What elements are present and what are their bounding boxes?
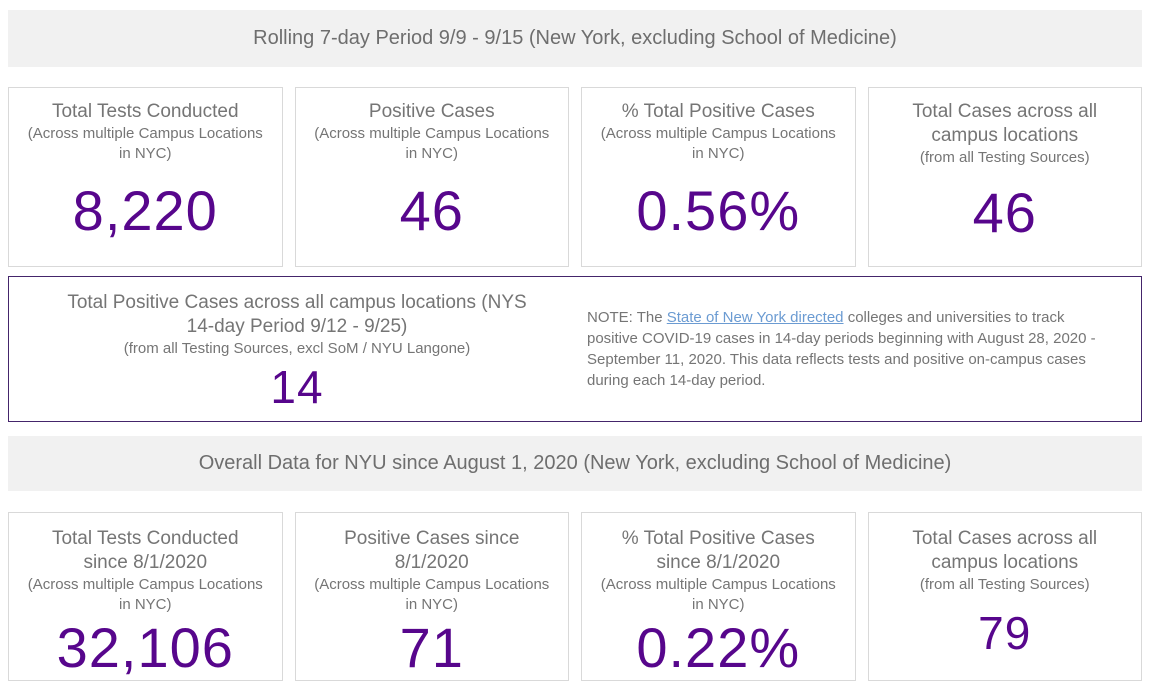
card-subtitle: (from all Testing Sources) [919, 576, 1090, 593]
stat-card-total-cases-all-locations-overall: Total Cases across all campus locations … [867, 512, 1142, 681]
card-value: 46 [399, 178, 464, 242]
card-value: 8,220 [72, 178, 218, 242]
card-title: % Total Positive Cases since 8/1/2020 [621, 528, 815, 573]
card-title: % Total Positive Cases [621, 101, 815, 122]
card-title: Positive Cases since 8/1/2020 [344, 528, 520, 573]
card-value: 79 [978, 606, 1032, 659]
note-suffix: colleges and universities to track posit… [587, 309, 1096, 389]
card-value: 0.22% [636, 616, 801, 679]
card-subtitle: (Across multiple Campus Locations in NYC… [314, 125, 550, 162]
card-subtitle: (from all Testing Sources, excl SoM / NY… [123, 340, 471, 357]
stat-card-total-tests-since: Total Tests Conducted since 8/1/2020 (Ac… [8, 512, 283, 681]
card-value: 0.56% [636, 178, 801, 242]
card-subtitle: (Across multiple Campus Locations in NYC… [314, 576, 550, 613]
card-title: Total Tests Conducted since 8/1/2020 [51, 528, 239, 573]
card-title: Total Cases across all campus locations [912, 101, 1098, 146]
overall-data-cards-row: Total Tests Conducted since 8/1/2020 (Ac… [8, 512, 1142, 681]
section-header-label: Overall Data for NYU since August 1, 202… [198, 452, 952, 474]
card-value: 46 [972, 180, 1037, 244]
stat-card-positive-cases-since: Positive Cases since 8/1/2020 (Across mu… [294, 512, 569, 681]
card-title: Positive Cases [368, 101, 495, 122]
card-subtitle: (from all Testing Sources) [919, 149, 1090, 166]
section-header-label: Rolling 7-day Period 9/9 - 9/15 (New Yor… [253, 27, 897, 49]
section-header-overall-data: Overall Data for NYU since August 1, 202… [8, 436, 1142, 491]
note-panel: NOTE: The State of New York directed col… [575, 277, 1141, 421]
stat-card-total-tests: Total Tests Conducted (Across multiple C… [8, 87, 283, 267]
stat-card-positive-cases: Positive Cases (Across multiple Campus L… [294, 87, 569, 267]
card-subtitle: (Across multiple Campus Locations in NYC… [27, 125, 263, 162]
card-title: Total Positive Cases across all campus l… [67, 292, 527, 337]
stat-card-percent-positive: % Total Positive Cases (Across multiple … [581, 87, 856, 267]
stat-card-percent-positive-since: % Total Positive Cases since 8/1/2020 (A… [581, 512, 856, 681]
card-value: 14 [270, 361, 324, 413]
card-subtitle: (Across multiple Campus Locations in NYC… [600, 125, 836, 162]
card-title: Total Tests Conducted [51, 101, 239, 122]
nys-14-day-period-card: Total Positive Cases across all campus l… [8, 276, 1142, 422]
state-of-new-york-link[interactable]: State of New York directed [666, 309, 844, 326]
card-title: Total Cases across all campus locations [912, 528, 1098, 573]
card-value: 32,106 [56, 616, 234, 679]
note-prefix: NOTE: The [587, 309, 667, 326]
nys-14-day-stat: Total Positive Cases across all campus l… [9, 277, 575, 421]
card-subtitle: (Across multiple Campus Locations in NYC… [600, 576, 836, 613]
section-header-rolling-period: Rolling 7-day Period 9/9 - 9/15 (New Yor… [8, 10, 1142, 67]
rolling-period-cards-row: Total Tests Conducted (Across multiple C… [8, 87, 1142, 267]
note-text: NOTE: The State of New York directed col… [587, 307, 1117, 391]
card-value: 71 [399, 616, 464, 679]
stat-card-total-cases-all-locations: Total Cases across all campus locations … [867, 87, 1142, 267]
card-subtitle: (Across multiple Campus Locations in NYC… [27, 576, 263, 613]
